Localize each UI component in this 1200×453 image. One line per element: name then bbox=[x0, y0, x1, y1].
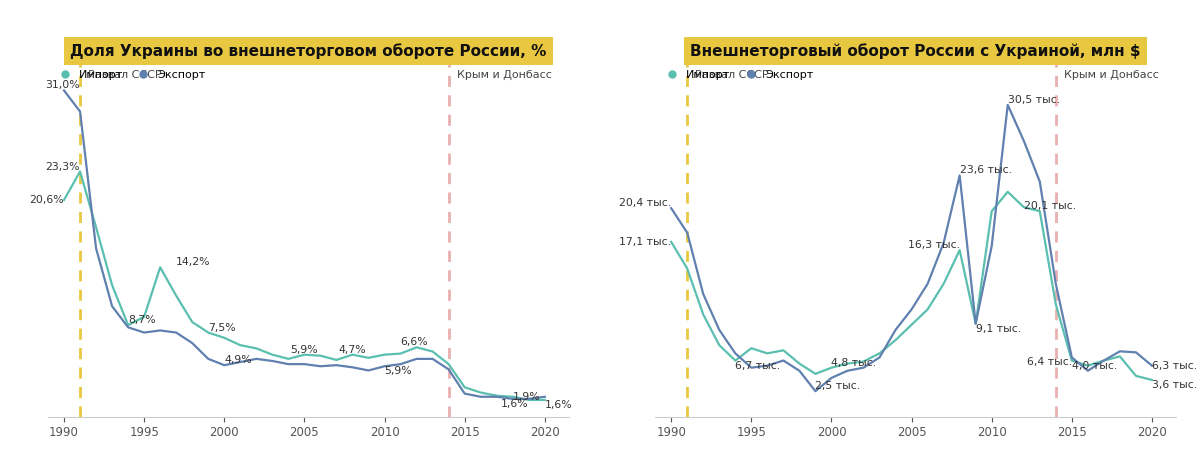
Text: Внешнеторговый оборот России с Украиной, млн $: Внешнеторговый оборот России с Украиной,… bbox=[690, 43, 1141, 59]
Text: 1,6%: 1,6% bbox=[545, 400, 572, 410]
Text: 14,2%: 14,2% bbox=[176, 257, 211, 267]
Text: 16,3 тыс.: 16,3 тыс. bbox=[907, 240, 960, 250]
Text: Крым и Донбасс: Крым и Донбасс bbox=[1064, 70, 1159, 80]
Text: 9,1 тыс.: 9,1 тыс. bbox=[976, 324, 1021, 334]
Text: 6,7 тыс.: 6,7 тыс. bbox=[736, 361, 780, 371]
Text: 5,9%: 5,9% bbox=[384, 366, 412, 376]
Legend: Импорт, Экспорт: Импорт, Экспорт bbox=[54, 70, 206, 80]
Text: 20,6%: 20,6% bbox=[30, 195, 64, 205]
Text: 1,9%: 1,9% bbox=[512, 392, 540, 402]
Text: 20,1 тыс.: 20,1 тыс. bbox=[1024, 201, 1076, 211]
Text: 7,5%: 7,5% bbox=[209, 323, 236, 333]
Text: Доля Украины во внешнеторговом обороте России, %: Доля Украины во внешнеторговом обороте Р… bbox=[71, 43, 547, 59]
Text: 2,5 тыс.: 2,5 тыс. bbox=[816, 381, 860, 391]
Text: 1,6%: 1,6% bbox=[502, 399, 529, 409]
Text: Развал СССР: Развал СССР bbox=[695, 70, 769, 80]
Text: 20,4 тыс.: 20,4 тыс. bbox=[619, 198, 671, 208]
Text: 30,5 тыс.: 30,5 тыс. bbox=[1008, 95, 1060, 105]
Text: Развал СССР: Развал СССР bbox=[88, 70, 162, 80]
Text: 6,6%: 6,6% bbox=[401, 337, 428, 347]
Text: 17,1 тыс.: 17,1 тыс. bbox=[619, 237, 671, 247]
Text: 23,6 тыс.: 23,6 тыс. bbox=[960, 165, 1012, 175]
Text: 4,7%: 4,7% bbox=[338, 345, 366, 355]
Text: 23,3%: 23,3% bbox=[46, 162, 80, 172]
Text: 31,0%: 31,0% bbox=[46, 81, 80, 91]
Text: 5,9%: 5,9% bbox=[290, 345, 318, 355]
Text: 4,0 тыс.: 4,0 тыс. bbox=[1072, 361, 1117, 371]
Legend: Импорт, Экспорт: Импорт, Экспорт bbox=[661, 70, 814, 80]
Text: 4,9%: 4,9% bbox=[224, 355, 252, 365]
Text: 6,3 тыс.: 6,3 тыс. bbox=[1152, 361, 1198, 371]
Text: 4,8 тыс.: 4,8 тыс. bbox=[832, 358, 876, 368]
Text: 8,7%: 8,7% bbox=[128, 315, 156, 325]
Text: 3,6 тыс.: 3,6 тыс. bbox=[1152, 380, 1198, 390]
Text: Крым и Донбасс: Крым и Донбасс bbox=[457, 70, 552, 80]
Text: 6,4 тыс.: 6,4 тыс. bbox=[1027, 357, 1072, 367]
